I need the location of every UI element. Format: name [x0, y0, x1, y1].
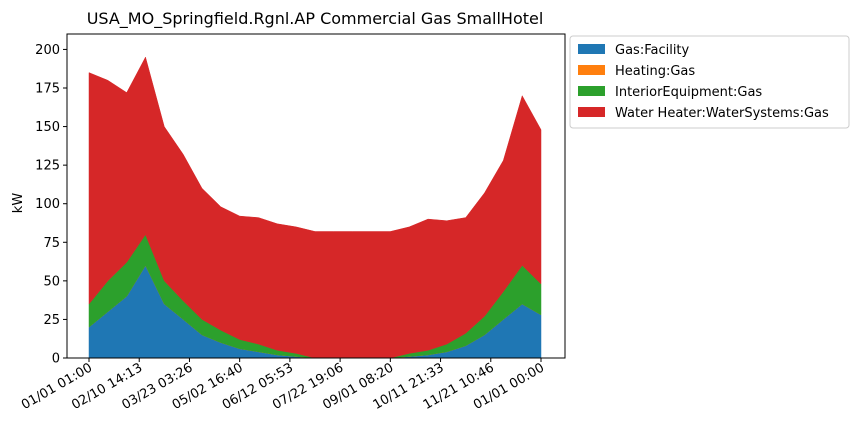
legend-frame	[569, 35, 850, 129]
legend-label: Heating:Gas	[615, 64, 695, 79]
legend: Gas:Facility Heating:Gas InteriorEquipment…	[569, 35, 850, 129]
legend-label: InteriorEquipment:Gas	[615, 85, 762, 100]
legend-label: Gas:Facility	[615, 43, 690, 58]
plot-frame	[66, 33, 566, 359]
y-tick-label: 50	[43, 274, 60, 289]
chart-title: USA_MO_Springfield.Rgnl.AP Commercial Ga…	[87, 9, 544, 29]
plot-area	[88, 56, 542, 359]
y-tick-label: 125	[35, 159, 60, 174]
y-tick-label: 100	[35, 197, 60, 212]
y-tick-label: 175	[35, 82, 60, 97]
legend-swatch	[578, 65, 605, 75]
legend-swatch	[578, 44, 605, 54]
legend-swatch	[578, 107, 605, 117]
y-axis: 0 25 50 75 100 125 150 175 200	[35, 43, 67, 367]
y-tick-label: 150	[35, 120, 60, 135]
legend-swatch	[578, 86, 605, 96]
y-tick-label: 75	[43, 236, 60, 251]
y-tick-label: 25	[43, 313, 60, 328]
legend-label: Water Heater:WaterSystems:Gas	[615, 106, 829, 121]
series-area-4	[88, 56, 542, 359]
y-tick-label: 0	[52, 352, 60, 367]
y-tick-label: 200	[35, 43, 60, 58]
y-axis-label: kW	[11, 193, 26, 214]
